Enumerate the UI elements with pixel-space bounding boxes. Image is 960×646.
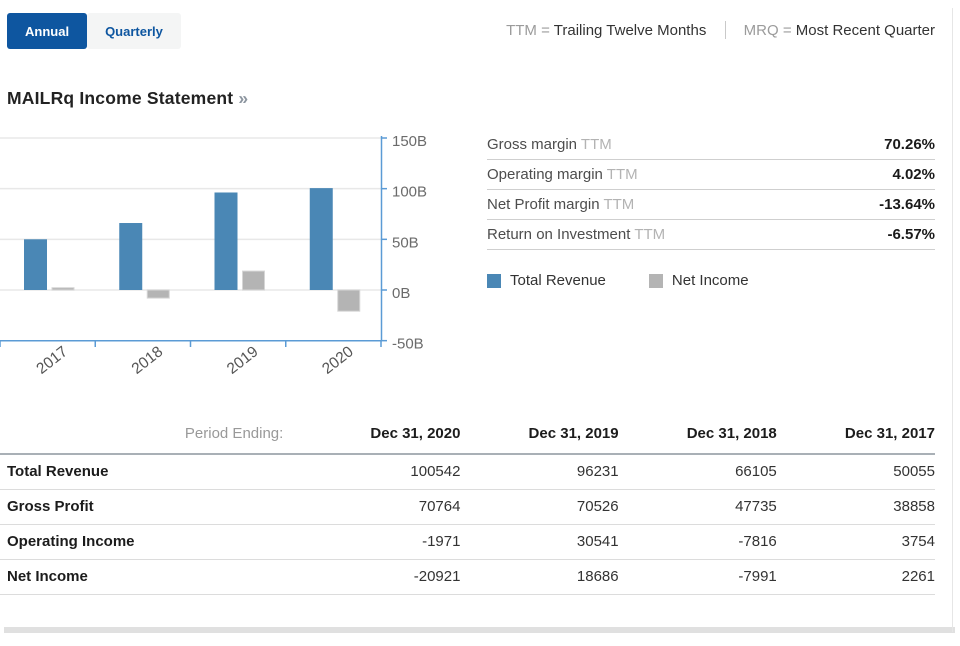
period-toggle: Annual Quarterly	[7, 13, 181, 49]
ratio-row: Net Profit margin TTM -13.64%	[487, 190, 935, 220]
ratios-panel: Gross margin TTM 70.26% Operating margin T…	[487, 130, 935, 250]
row-value: 70526	[460, 489, 619, 525]
ratio-label: Net Profit margin TTM	[487, 196, 635, 213]
table-row: Operating Income -1971 30541 -7816 3754	[0, 524, 935, 560]
ratio-value: -13.64%	[879, 196, 935, 213]
ratio-ttm-abbr: TTM	[580, 136, 612, 153]
ratio-ttm-abbr: TTM	[603, 196, 635, 213]
chart-legend: Total Revenue Net Income	[487, 272, 792, 289]
ratio-row: Gross margin TTM 70.26%	[487, 130, 935, 160]
row-value: 50055	[776, 454, 935, 490]
row-value: -7816	[618, 524, 777, 560]
y-tick-label: 0B	[392, 285, 410, 302]
legend-label: Total Revenue	[510, 272, 606, 289]
ttm-abbr: TTM =	[506, 22, 550, 39]
x-axis-label: 2019	[224, 343, 262, 378]
period-column-header: Dec 31, 2019	[460, 417, 619, 455]
total-revenue-bar[interactable]	[24, 239, 47, 290]
ratio-value: -6.57%	[887, 226, 935, 243]
x-axis-label: 2017	[33, 343, 71, 378]
row-value: -1971	[302, 524, 461, 560]
vertical-scrollbar-track	[952, 8, 953, 632]
row-value: 2261	[776, 559, 935, 595]
page-title-text[interactable]: MAILRq Income Statement	[7, 88, 234, 108]
net-income-bar[interactable]	[51, 287, 75, 291]
row-value: 66105	[618, 454, 777, 490]
row-label: Operating Income	[0, 524, 303, 560]
financials-table: Period Ending: Dec 31, 2020 Dec 31, 2019 De…	[0, 417, 935, 595]
total-revenue-bar[interactable]	[309, 188, 333, 290]
table-row: Total Revenue 100542 96231 66105 50055	[0, 454, 935, 490]
row-value: 18686	[460, 559, 619, 595]
x-axis-label: 2020	[319, 343, 357, 378]
row-value: -20921	[302, 559, 461, 595]
row-value: 47735	[618, 489, 777, 525]
page-title: MAILRq Income Statement »	[7, 88, 248, 109]
ratio-value: 70.26%	[884, 136, 935, 153]
mrq-definition: Most Recent Quarter	[795, 22, 935, 39]
ratio-row: Operating margin TTM 4.02%	[487, 160, 935, 190]
ratio-row: Return on Investment TTM -6.57%	[487, 220, 935, 250]
income-chart: 150B 100B 50B 0B -50B 2017 2018 2019 2020	[0, 130, 445, 385]
row-label: Net Income	[0, 559, 303, 595]
horizontal-scrollbar[interactable]	[4, 627, 955, 633]
period-column-header: Dec 31, 2017	[776, 417, 935, 455]
tab-annual[interactable]: Annual	[7, 13, 88, 49]
row-value: 100542	[302, 454, 461, 490]
table-row: Gross Profit 70764 70526 47735 38858	[0, 489, 935, 525]
ratio-label: Gross margin TTM	[487, 136, 612, 153]
ratio-value: 4.02%	[892, 166, 935, 183]
x-axis-label: 2018	[129, 343, 167, 378]
legend-item[interactable]: Total Revenue	[487, 272, 606, 289]
ratio-ttm-abbr: TTM	[634, 226, 666, 243]
ratio-ttm-abbr: TTM	[606, 166, 638, 183]
period-column-header: Dec 31, 2018	[618, 417, 777, 455]
row-value: 96231	[460, 454, 619, 490]
ratio-label: Return on Investment TTM	[487, 226, 666, 243]
ttm-definition: Trailing Twelve Months	[553, 22, 707, 39]
total-revenue-bar[interactable]	[119, 223, 143, 290]
ratio-label: Operating margin TTM	[487, 166, 638, 183]
net-income-bar[interactable]	[146, 289, 170, 299]
row-label: Total Revenue	[0, 454, 303, 490]
abbreviation-note: TTM = Trailing Twelve Months MRQ = Most …	[506, 21, 935, 39]
tab-quarterly[interactable]: Quarterly	[87, 13, 181, 49]
total-revenue-bar[interactable]	[214, 192, 238, 290]
legend-label: Net Income	[671, 272, 749, 289]
legend-item[interactable]: Net Income	[648, 272, 749, 289]
note-divider	[724, 21, 726, 39]
legend-swatch-icon	[648, 273, 663, 288]
mrq-abbr: MRQ =	[743, 22, 792, 39]
income-chart-svg: 150B 100B 50B 0B -50B 2017 2018 2019 2020	[0, 133, 427, 378]
net-income-bar[interactable]	[242, 270, 265, 291]
title-link-chevrons-icon[interactable]: »	[238, 88, 249, 108]
y-tick-label: -50B	[392, 336, 424, 353]
legend-swatch-icon	[487, 273, 501, 288]
y-tick-label: 100B	[392, 184, 427, 201]
row-value: -7991	[618, 559, 777, 595]
period-column-header: Dec 31, 2020	[302, 417, 461, 455]
table-row: Net Income -20921 18686 -7991 2261	[0, 559, 935, 595]
net-income-bar[interactable]	[337, 289, 361, 312]
row-value: 38858	[776, 489, 935, 525]
period-ending-label: Period Ending:	[0, 417, 303, 455]
row-value: 3754	[776, 524, 935, 560]
row-value: 70764	[302, 489, 461, 525]
row-label: Gross Profit	[0, 489, 303, 525]
row-value: 30541	[460, 524, 619, 560]
y-tick-label: 150B	[392, 133, 427, 150]
y-tick-label: 50B	[392, 234, 419, 251]
